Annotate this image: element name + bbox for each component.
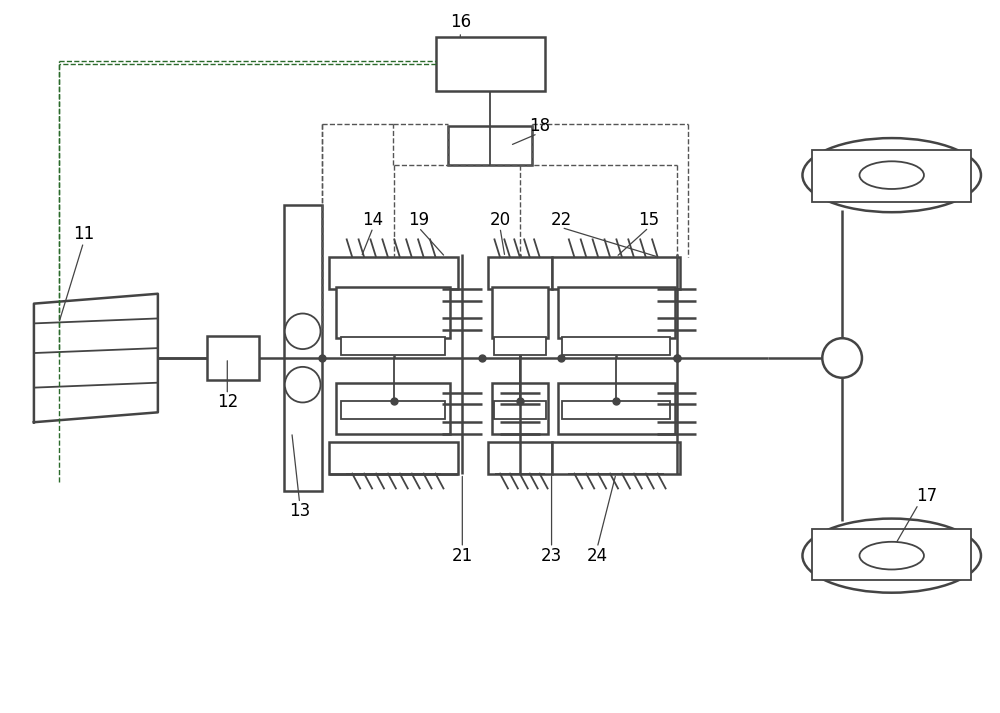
Circle shape — [285, 367, 321, 402]
Text: 15: 15 — [638, 210, 659, 229]
Bar — [341, 337, 445, 355]
Text: 23: 23 — [541, 547, 562, 565]
Bar — [552, 257, 680, 289]
Text: 20: 20 — [489, 210, 511, 229]
Circle shape — [822, 338, 862, 378]
Bar — [558, 383, 675, 434]
Circle shape — [285, 314, 321, 349]
Bar — [812, 529, 971, 580]
Bar — [552, 442, 680, 473]
Text: 17: 17 — [916, 488, 937, 506]
Bar — [492, 383, 548, 434]
Bar — [488, 442, 552, 473]
Text: 19: 19 — [408, 210, 429, 229]
Bar — [329, 257, 458, 289]
Bar — [436, 37, 545, 91]
Bar — [558, 287, 675, 338]
Polygon shape — [34, 294, 158, 422]
Text: 18: 18 — [529, 117, 550, 135]
Text: 16: 16 — [450, 13, 471, 31]
Bar — [284, 205, 322, 491]
Bar — [492, 287, 548, 338]
Bar — [488, 257, 552, 289]
Bar — [336, 287, 450, 338]
Bar — [207, 337, 259, 380]
Text: 13: 13 — [289, 502, 310, 520]
Text: 11: 11 — [73, 225, 94, 243]
Text: 21: 21 — [452, 547, 473, 565]
Ellipse shape — [859, 542, 924, 570]
Text: 12: 12 — [217, 394, 238, 411]
Bar — [562, 337, 670, 355]
Bar — [562, 401, 670, 419]
Bar — [336, 383, 450, 434]
Bar — [494, 401, 546, 419]
Ellipse shape — [802, 138, 981, 212]
Bar — [494, 337, 546, 355]
Bar — [448, 125, 532, 165]
Bar — [812, 150, 971, 202]
Ellipse shape — [859, 161, 924, 189]
Ellipse shape — [802, 518, 981, 593]
Text: 22: 22 — [551, 210, 572, 229]
Text: 24: 24 — [587, 547, 608, 565]
Text: 14: 14 — [363, 210, 384, 229]
Bar — [341, 401, 445, 419]
Bar — [329, 442, 458, 473]
